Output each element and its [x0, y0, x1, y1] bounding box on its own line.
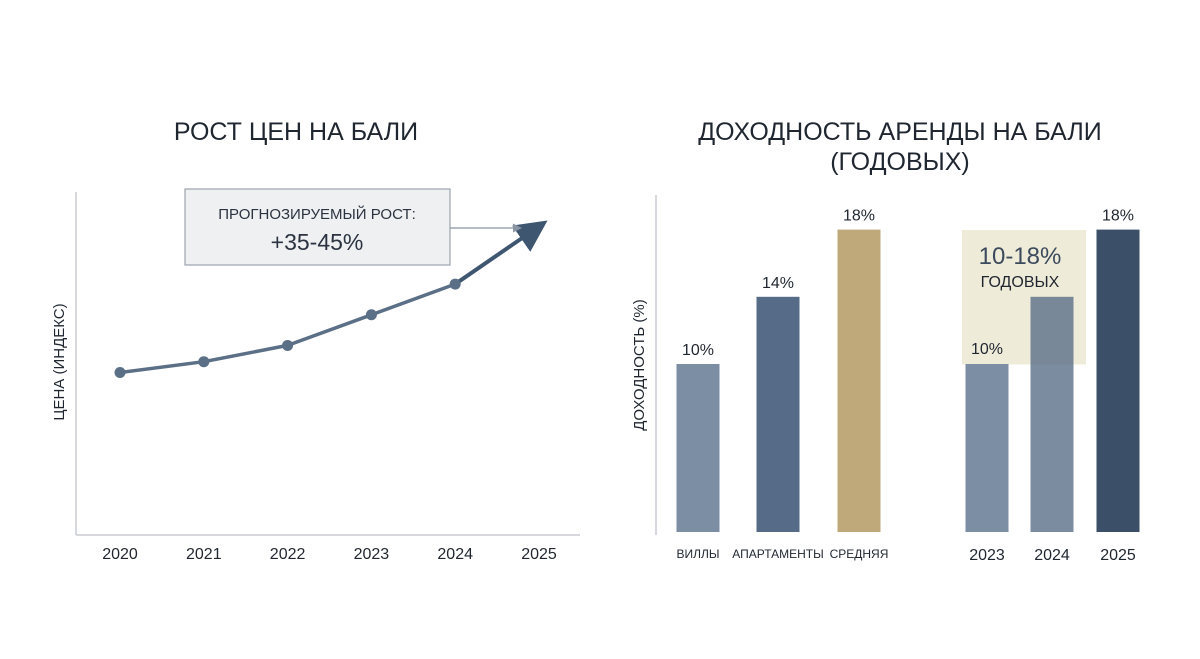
yield-value-label-2025: 18%	[1102, 208, 1134, 225]
price-chart-marks	[114, 220, 548, 379]
price-chart-y-axis-label: ЦЕНА (ИНДЕКС)	[51, 303, 68, 420]
price-point-2023	[365, 309, 377, 321]
yield-value-label-средняя: 18%	[843, 208, 875, 225]
yield-x-tick-2025: 2025	[1100, 547, 1136, 564]
yield-bar-виллы	[676, 364, 720, 532]
yield-chart-title-line1: ДОХОДНОСТЬ АРЕНДЫ НА БАЛИ	[698, 118, 1102, 146]
yield-x-tick-виллы: ВИЛЛЫ	[676, 547, 719, 561]
price-forecast-arrow	[453, 220, 548, 287]
price-x-tick-2022: 2022	[270, 546, 306, 563]
forecast-callout-line2: +35-45%	[271, 229, 364, 255]
yield-value-label-апартаменты: 14%	[762, 275, 794, 292]
yield-value-label-виллы: 10%	[682, 342, 714, 359]
yield-bar-2023	[965, 364, 1009, 532]
price-chart-x-ticks: 2020 2021 2022 2023 2024 2025	[102, 546, 557, 563]
yield-bar-2025	[1096, 229, 1140, 532]
price-x-tick-2025: 2025	[521, 546, 557, 563]
yield-chart-y-axis-label: ДОХОДНОСТЬ (%)	[631, 299, 648, 431]
price-point-2020	[114, 367, 126, 379]
yield-bar-апартаменты	[756, 296, 800, 532]
price-x-tick-2020: 2020	[102, 546, 138, 563]
price-point-2021	[198, 356, 210, 368]
price-x-tick-2023: 2023	[354, 546, 390, 563]
yield-x-tick-2023: 2023	[969, 547, 1005, 564]
price-point-2022	[282, 339, 294, 351]
yield-highlight-value: 10-18%	[979, 243, 1062, 270]
forecast-callout-line1: ПРОГНОЗИРУЕМЫЙ РОСТ:	[218, 205, 416, 223]
yield-bar-2024	[1030, 296, 1074, 532]
yield-x-tick-2024: 2024	[1034, 547, 1070, 564]
price-x-tick-2021: 2021	[186, 546, 222, 563]
yield-x-tick-средняя: СРЕДНЯЯ	[830, 547, 889, 561]
yield-chart-title-line2: (ГОДОВЫХ)	[830, 148, 970, 176]
price-point-2024	[449, 278, 461, 290]
yield-highlight-caption: ГОДОВЫХ	[981, 274, 1060, 291]
yield-value-label-2023: 10%	[971, 341, 1003, 358]
yield-x-tick-апартаменты: АПАРТАМЕНТЫ	[732, 547, 824, 561]
forecast-callout-box	[184, 188, 451, 266]
yield-bar-средняя	[837, 229, 881, 532]
price-x-tick-2024: 2024	[437, 546, 473, 563]
price-line	[118, 282, 457, 375]
price-chart-title: РОСТ ЦЕН НА БАЛИ	[174, 118, 418, 146]
yield-chart-marks: 10% ВИЛЛЫ 14% АПАРТАМЕНТЫ 18% СРЕДНЯЯ 10% 2023 2…	[676, 208, 1140, 564]
